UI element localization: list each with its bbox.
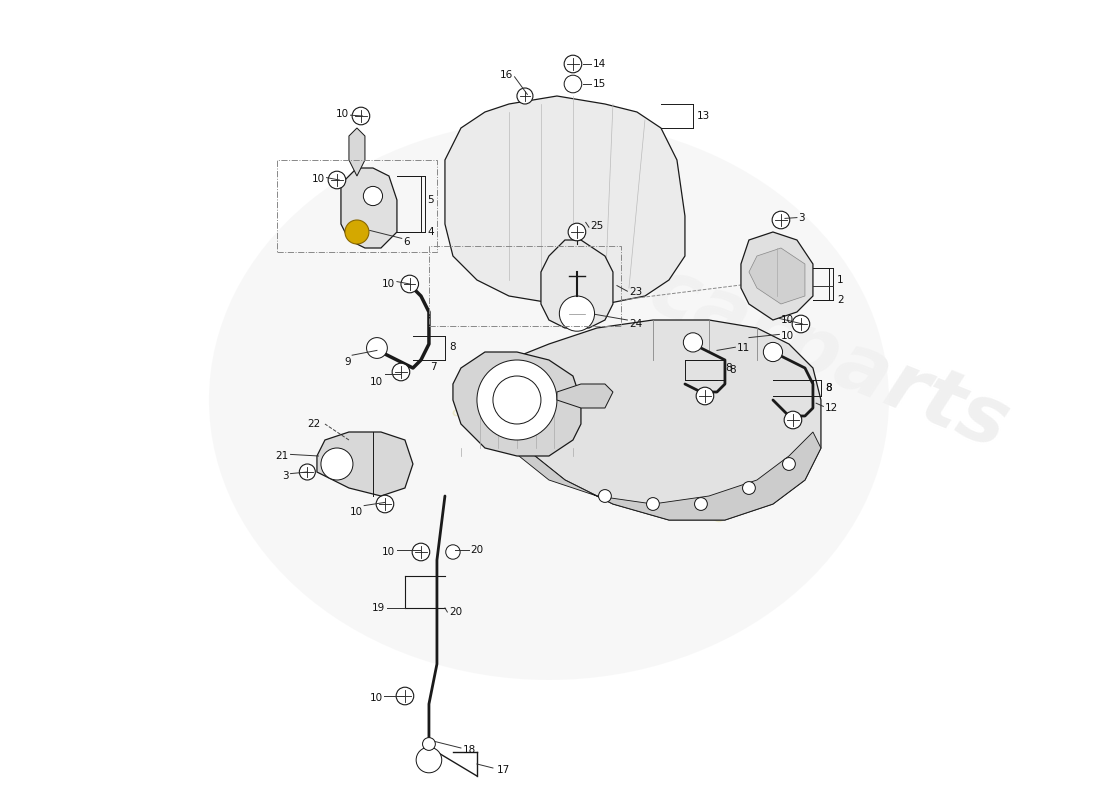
Text: 14: 14 <box>593 59 606 69</box>
Circle shape <box>345 220 368 244</box>
Polygon shape <box>444 96 685 304</box>
Text: 15: 15 <box>593 79 606 89</box>
Circle shape <box>366 338 387 358</box>
Circle shape <box>422 738 436 750</box>
Circle shape <box>517 88 532 104</box>
Circle shape <box>352 107 370 125</box>
Circle shape <box>392 363 409 381</box>
Polygon shape <box>317 432 412 496</box>
Circle shape <box>598 490 612 502</box>
Text: 10: 10 <box>781 315 794 325</box>
Text: 10: 10 <box>382 279 395 289</box>
Circle shape <box>568 223 585 241</box>
Text: 8: 8 <box>825 383 832 393</box>
Circle shape <box>763 342 782 362</box>
Text: 10: 10 <box>350 507 363 517</box>
Circle shape <box>694 498 707 510</box>
Text: 10: 10 <box>382 547 395 557</box>
Circle shape <box>396 687 414 705</box>
Circle shape <box>416 747 442 773</box>
Text: 8: 8 <box>825 383 832 393</box>
Text: 24: 24 <box>629 319 642 329</box>
Text: 22: 22 <box>308 419 321 429</box>
Polygon shape <box>741 232 813 320</box>
Polygon shape <box>349 128 365 176</box>
Text: 8: 8 <box>449 342 455 352</box>
Text: 8: 8 <box>729 365 736 375</box>
Text: eurocarparts: eurocarparts <box>447 174 1020 466</box>
Text: 23: 23 <box>629 287 642 297</box>
Polygon shape <box>341 168 397 248</box>
Circle shape <box>559 296 594 331</box>
Circle shape <box>696 387 714 405</box>
Circle shape <box>299 464 316 480</box>
Polygon shape <box>485 320 821 520</box>
Ellipse shape <box>209 120 889 680</box>
Circle shape <box>376 495 394 513</box>
Text: 10: 10 <box>311 174 324 184</box>
Circle shape <box>647 498 659 510</box>
Bar <box>277 160 437 252</box>
Text: 9: 9 <box>344 357 351 366</box>
Text: 10: 10 <box>370 693 383 702</box>
Text: 10: 10 <box>781 331 794 341</box>
Polygon shape <box>749 248 805 304</box>
Bar <box>429 246 620 326</box>
Circle shape <box>683 333 703 352</box>
Text: 20: 20 <box>449 607 462 617</box>
Polygon shape <box>541 240 613 328</box>
Text: 4: 4 <box>427 227 434 237</box>
Text: 16: 16 <box>499 70 513 80</box>
Text: 21: 21 <box>276 451 289 461</box>
Text: 17: 17 <box>497 765 510 774</box>
Text: 3: 3 <box>799 214 805 223</box>
Circle shape <box>792 315 810 333</box>
Polygon shape <box>453 352 581 456</box>
Text: 2: 2 <box>837 295 844 305</box>
Text: 8: 8 <box>725 363 732 373</box>
Circle shape <box>477 360 557 440</box>
Text: 10: 10 <box>371 378 383 387</box>
Text: 12: 12 <box>825 403 838 413</box>
Circle shape <box>328 171 345 189</box>
Text: 1: 1 <box>837 275 844 285</box>
Circle shape <box>772 211 790 229</box>
Circle shape <box>564 55 582 73</box>
Text: 6: 6 <box>404 237 410 246</box>
Text: 25: 25 <box>591 221 604 230</box>
Text: 5: 5 <box>427 195 434 205</box>
Polygon shape <box>485 384 821 520</box>
Circle shape <box>784 411 802 429</box>
Circle shape <box>742 482 756 494</box>
Text: 10: 10 <box>336 109 349 118</box>
Text: a passion for parts since 1985: a passion for parts since 1985 <box>449 400 729 528</box>
Circle shape <box>363 186 383 206</box>
Text: 3: 3 <box>283 471 289 481</box>
Circle shape <box>412 543 430 561</box>
Circle shape <box>493 376 541 424</box>
Text: 11: 11 <box>737 343 750 353</box>
Text: 18: 18 <box>462 745 476 754</box>
Circle shape <box>782 458 795 470</box>
Text: 19: 19 <box>372 603 385 613</box>
Polygon shape <box>557 384 613 408</box>
Text: 7: 7 <box>430 362 437 372</box>
Circle shape <box>400 275 418 293</box>
Text: 20: 20 <box>471 546 484 555</box>
Circle shape <box>564 75 582 93</box>
Circle shape <box>446 545 460 559</box>
Circle shape <box>321 448 353 480</box>
Text: 13: 13 <box>697 111 711 121</box>
